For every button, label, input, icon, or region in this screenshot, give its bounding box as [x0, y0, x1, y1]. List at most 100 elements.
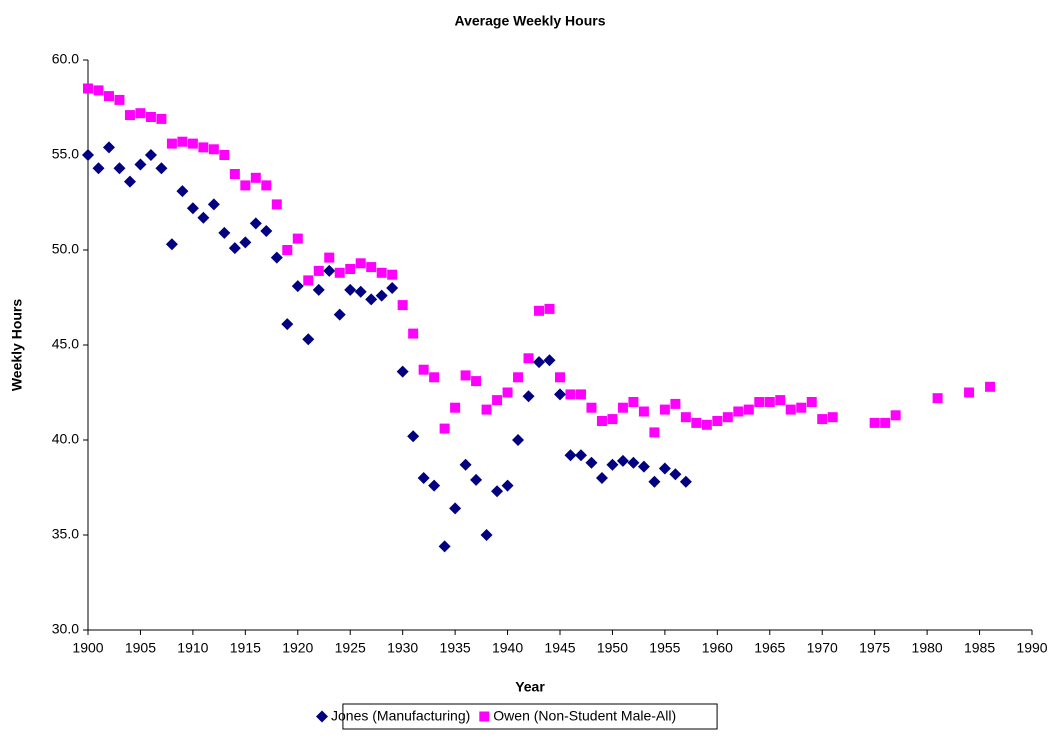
point	[345, 264, 356, 274]
point	[103, 91, 114, 102]
point	[429, 372, 440, 383]
point	[502, 387, 513, 398]
point	[471, 376, 482, 387]
point	[827, 412, 838, 423]
point	[513, 372, 524, 383]
point	[93, 85, 104, 96]
point	[144, 149, 157, 161]
point	[586, 402, 597, 413]
point	[523, 353, 534, 364]
point	[617, 402, 628, 413]
x-tick-label: 1900	[72, 640, 103, 656]
point	[596, 416, 607, 426]
point	[229, 169, 240, 179]
point	[449, 502, 462, 515]
point	[869, 417, 880, 428]
point	[366, 262, 377, 273]
point	[658, 462, 671, 475]
point	[155, 162, 168, 175]
point	[291, 280, 304, 293]
point	[460, 370, 471, 381]
x-axis-label: Year	[515, 679, 545, 695]
x-tick-label: 1920	[282, 640, 313, 656]
point	[208, 144, 219, 155]
point	[480, 529, 493, 541]
point	[512, 434, 525, 446]
point	[680, 412, 691, 423]
y-tick-label: 50.0	[52, 241, 79, 257]
point	[648, 475, 661, 488]
legend-box	[342, 703, 718, 730]
point	[92, 162, 105, 175]
point	[606, 458, 619, 471]
point	[145, 112, 156, 122]
point	[564, 449, 577, 462]
point	[691, 417, 702, 428]
y-tick-label: 40.0	[52, 431, 79, 447]
point	[387, 269, 398, 280]
point	[522, 390, 535, 403]
point	[240, 180, 251, 191]
point	[555, 372, 565, 383]
point	[292, 233, 303, 244]
point	[407, 430, 420, 443]
point	[250, 172, 261, 183]
x-tick-label: 1955	[649, 640, 680, 656]
point	[595, 472, 608, 484]
point	[492, 395, 503, 406]
point	[417, 472, 430, 484]
point	[534, 305, 545, 316]
point	[932, 393, 943, 404]
point	[637, 460, 650, 473]
point	[806, 397, 817, 407]
point	[249, 217, 262, 230]
point	[313, 265, 324, 276]
x-tick-label: 1925	[335, 640, 366, 656]
x-tick-label: 1970	[807, 640, 838, 656]
point	[239, 236, 252, 249]
point	[764, 397, 775, 407]
point	[439, 423, 450, 434]
point	[165, 238, 178, 251]
x-tick-label: 1910	[177, 640, 208, 656]
x-tick-label: 1915	[230, 640, 261, 656]
point	[386, 282, 399, 294]
point	[754, 397, 765, 407]
x-tick-label: 1945	[544, 640, 575, 656]
point	[134, 158, 147, 171]
y-tick-label: 30.0	[52, 621, 79, 637]
point	[334, 267, 345, 278]
point	[354, 285, 367, 298]
point	[166, 138, 177, 149]
point	[177, 136, 188, 147]
point	[574, 449, 587, 462]
point	[722, 412, 733, 423]
y-tick-label: 45.0	[52, 336, 79, 352]
x-tick-label: 1985	[964, 640, 995, 656]
legend-marker	[316, 710, 328, 723]
point	[565, 389, 576, 400]
point	[418, 364, 429, 375]
point	[207, 198, 220, 211]
point	[880, 417, 891, 428]
x-tick-label: 1905	[125, 640, 156, 656]
point	[282, 245, 293, 255]
point	[312, 283, 325, 296]
point	[376, 267, 387, 278]
point	[575, 389, 586, 400]
point	[607, 414, 618, 425]
point	[114, 94, 125, 105]
point	[156, 113, 167, 124]
y-tick-label: 60.0	[52, 51, 79, 67]
point	[450, 402, 461, 413]
x-tick-label: 1960	[702, 640, 733, 656]
x-tick-label: 1950	[597, 640, 628, 656]
point	[261, 180, 272, 191]
y-axis-label: Weekly Hours	[9, 299, 25, 392]
point	[113, 162, 126, 175]
point	[438, 540, 451, 553]
point	[701, 419, 712, 430]
point	[124, 110, 135, 121]
point	[397, 300, 408, 311]
